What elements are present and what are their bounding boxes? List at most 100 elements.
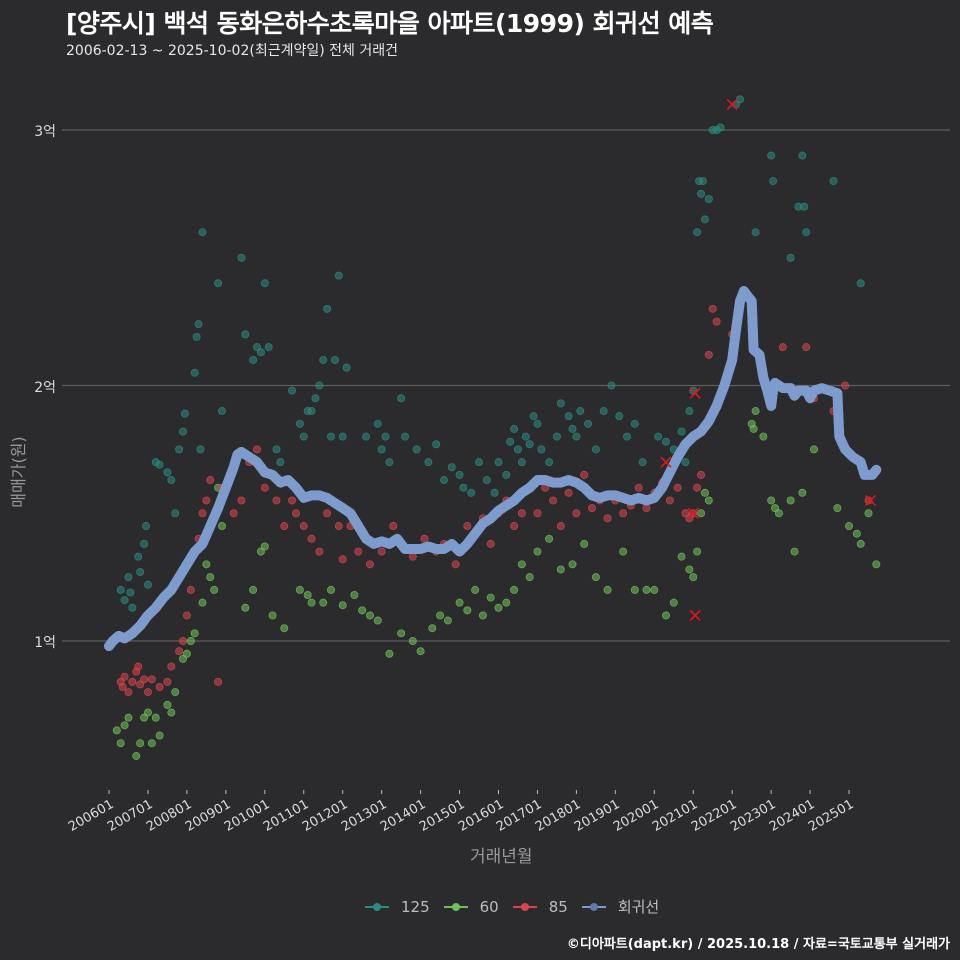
data-point bbox=[134, 662, 143, 671]
data-point bbox=[272, 496, 281, 505]
data-point bbox=[533, 419, 542, 428]
data-point bbox=[463, 522, 472, 531]
data-point bbox=[128, 603, 137, 612]
scatter-points bbox=[112, 95, 881, 760]
data-point bbox=[704, 350, 713, 359]
y-tick-label: 1억 bbox=[34, 635, 56, 651]
data-point bbox=[529, 412, 538, 421]
data-point bbox=[580, 470, 589, 479]
data-point bbox=[642, 504, 651, 513]
legend-label: 85 bbox=[548, 897, 568, 916]
data-point bbox=[237, 253, 246, 262]
data-point bbox=[299, 522, 308, 531]
outlier-x-icon bbox=[726, 98, 738, 111]
data-point bbox=[533, 547, 542, 556]
data-point bbox=[693, 483, 702, 492]
data-point bbox=[280, 624, 289, 633]
data-point bbox=[513, 445, 522, 454]
data-point bbox=[319, 355, 328, 364]
data-point bbox=[217, 522, 226, 531]
data-point bbox=[175, 445, 184, 454]
chart-title: [양주시] 백석 동화은하수초록마을 아파트(1999) 회귀선 예측 bbox=[66, 9, 714, 38]
data-point bbox=[143, 580, 152, 589]
data-point bbox=[510, 585, 519, 594]
data-point bbox=[120, 721, 129, 730]
data-point bbox=[260, 279, 269, 288]
data-point bbox=[580, 539, 589, 548]
data-point bbox=[147, 739, 156, 748]
y-axis-label: 매매가(원) bbox=[9, 436, 28, 508]
data-point bbox=[155, 460, 164, 469]
legend: 125 60 85 회귀선 bbox=[365, 896, 673, 917]
data-point bbox=[568, 560, 577, 569]
data-point bbox=[700, 215, 709, 224]
data-point bbox=[120, 672, 129, 681]
data-point bbox=[196, 445, 205, 454]
data-point bbox=[471, 585, 480, 594]
data-point bbox=[307, 407, 316, 416]
data-point bbox=[856, 539, 865, 548]
data-point bbox=[673, 483, 682, 492]
data-point bbox=[654, 432, 663, 441]
data-point bbox=[401, 432, 410, 441]
outlier-x-icon bbox=[660, 456, 672, 468]
data-point bbox=[143, 688, 152, 697]
data-point bbox=[800, 202, 809, 211]
outlier-x-icon bbox=[689, 609, 701, 622]
data-point bbox=[140, 675, 149, 684]
data-point bbox=[697, 189, 706, 198]
legend-label: 125 bbox=[401, 897, 430, 916]
data-point bbox=[759, 432, 768, 441]
data-point bbox=[852, 529, 861, 538]
data-point bbox=[416, 647, 425, 656]
data-point bbox=[502, 598, 511, 607]
data-point bbox=[354, 547, 363, 556]
data-point bbox=[502, 470, 511, 479]
data-point bbox=[338, 432, 347, 441]
data-point bbox=[545, 458, 554, 467]
data-point bbox=[494, 603, 503, 612]
data-point bbox=[330, 355, 339, 364]
data-point bbox=[288, 386, 297, 395]
data-point bbox=[451, 560, 460, 569]
y-tick-label: 2억 bbox=[34, 379, 56, 396]
data-point bbox=[436, 611, 445, 620]
data-point bbox=[116, 739, 125, 748]
data-point bbox=[424, 458, 433, 467]
data-point bbox=[677, 552, 686, 561]
data-point bbox=[798, 151, 807, 160]
data-point bbox=[136, 568, 145, 577]
data-point bbox=[564, 412, 573, 421]
data-point bbox=[809, 445, 818, 454]
data-point bbox=[112, 726, 121, 735]
data-point bbox=[295, 419, 304, 428]
data-point bbox=[685, 565, 694, 574]
data-point bbox=[517, 560, 526, 569]
data-point bbox=[377, 445, 386, 454]
data-point bbox=[525, 573, 534, 582]
data-point bbox=[338, 555, 347, 564]
data-point bbox=[455, 598, 464, 607]
data-point bbox=[545, 534, 554, 543]
data-point bbox=[182, 611, 191, 620]
chart-subtitle: 2006-02-13 ~ 2025-10-02(최근계약일) 전체 거래건 bbox=[66, 43, 398, 59]
data-point bbox=[603, 585, 612, 594]
legend-key-icon bbox=[443, 900, 468, 914]
data-point bbox=[116, 585, 125, 594]
data-point bbox=[864, 496, 873, 505]
data-point bbox=[373, 616, 382, 625]
data-point bbox=[163, 700, 172, 709]
x-tick-marks bbox=[108, 790, 850, 794]
data-point bbox=[767, 151, 776, 160]
data-point bbox=[533, 509, 542, 518]
data-point bbox=[841, 381, 850, 390]
data-point bbox=[182, 649, 191, 658]
legend-key-icon bbox=[365, 900, 389, 914]
data-point bbox=[362, 432, 371, 441]
data-point bbox=[689, 573, 698, 582]
data-point bbox=[214, 279, 223, 288]
footer-credit: ©디아파트(dapt.kr) / 2025.10.18 / 자료=국토교통부 실… bbox=[566, 937, 950, 952]
data-point bbox=[681, 458, 690, 467]
data-point bbox=[455, 470, 464, 479]
